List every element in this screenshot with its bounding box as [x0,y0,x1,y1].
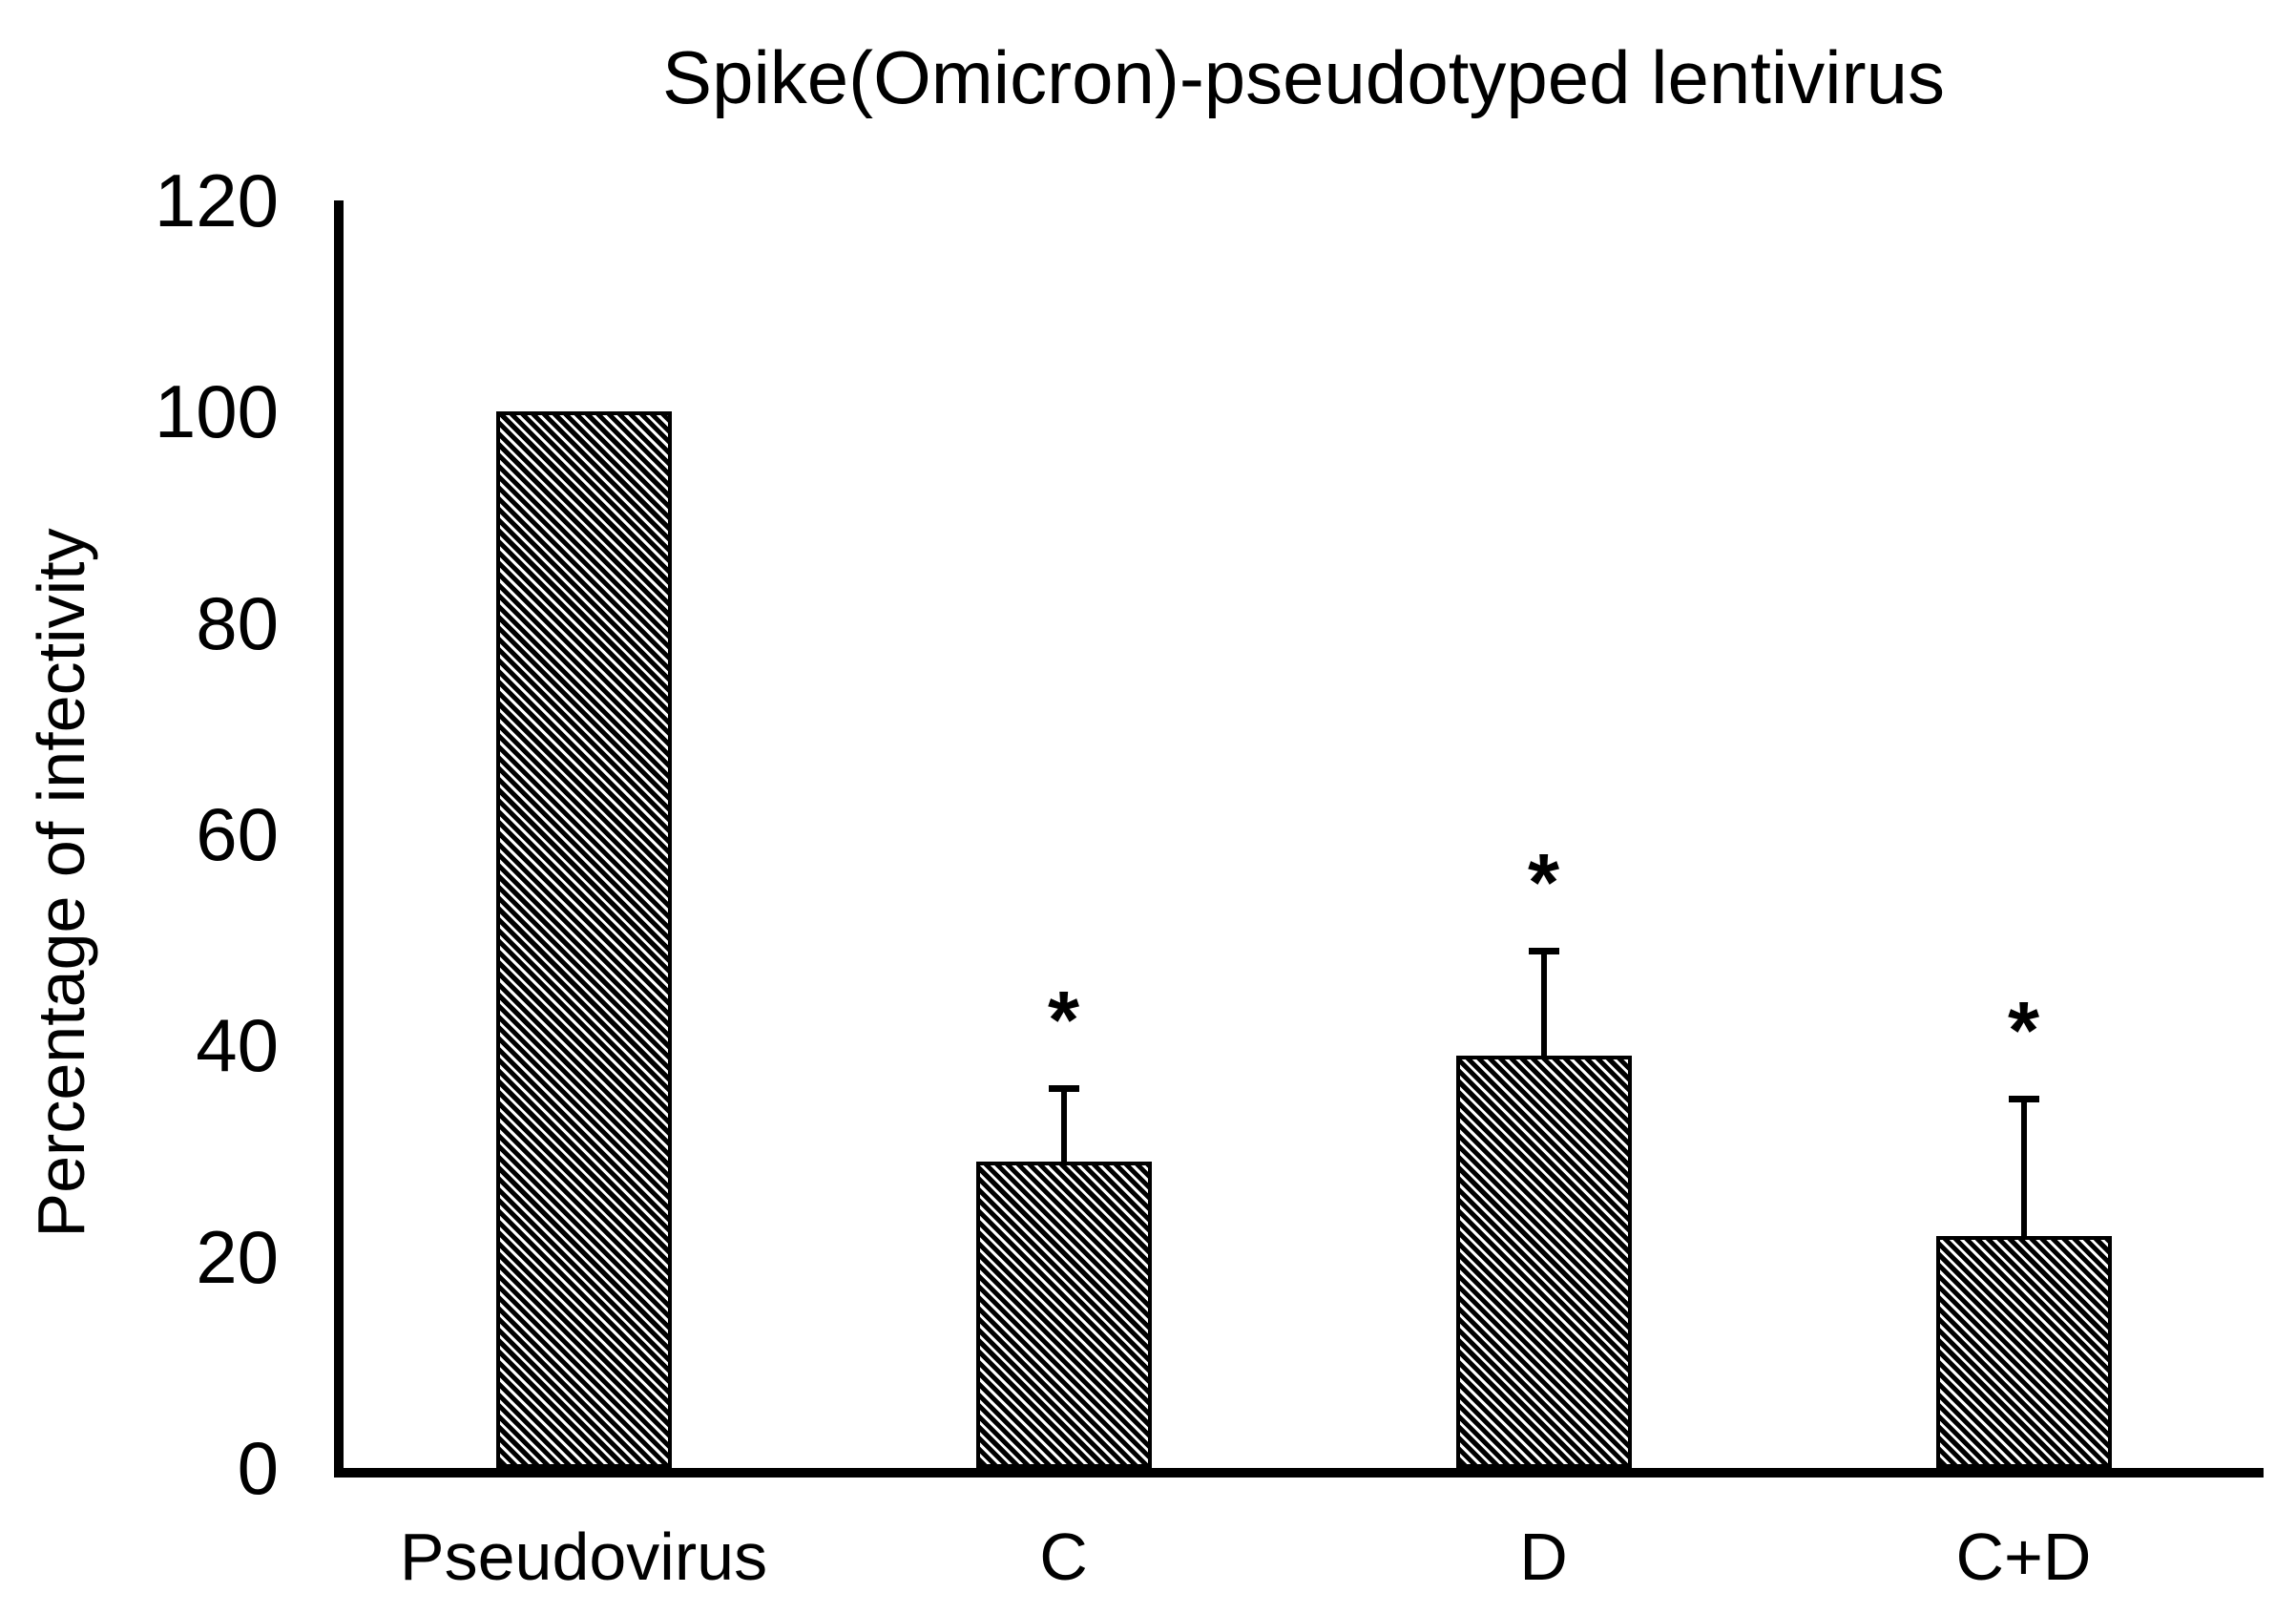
error-bar-cap [1528,947,1559,954]
x-category-label: C [1039,1520,1088,1594]
error-bar-stem [1060,1087,1067,1164]
y-tick-label: 40 [196,1003,279,1088]
y-tick-label: 20 [196,1214,279,1299]
y-tick-label: 0 [237,1426,279,1510]
x-category-label: D [1519,1520,1568,1594]
error-bar-cap [2008,1095,2039,1102]
y-tick-label: 120 [154,158,279,242]
significance-asterisk: * [1527,837,1560,929]
bar-c-d [1935,1235,2112,1468]
y-tick-label: 80 [196,580,279,665]
significance-asterisk: * [1047,975,1080,1066]
error-bar-stem [1540,950,1547,1059]
bar-c [975,1162,1152,1468]
significance-asterisk: * [2007,985,2040,1077]
y-axis-line [334,200,344,1478]
error-bar-stem [2020,1098,2027,1238]
x-axis-line [334,1468,2264,1478]
error-bar-cap [1048,1084,1079,1092]
bar-pseudovirus [495,411,672,1468]
y-tick-label: 100 [154,369,279,454]
x-category-label: Pseudovirus [399,1520,768,1594]
chart-title: Spike(Omicron)-pseudotyped lentivirus [662,35,1945,119]
x-category-label: C+D [1955,1520,2092,1594]
y-tick-label: 60 [196,792,279,876]
bar-d [1455,1056,1632,1468]
